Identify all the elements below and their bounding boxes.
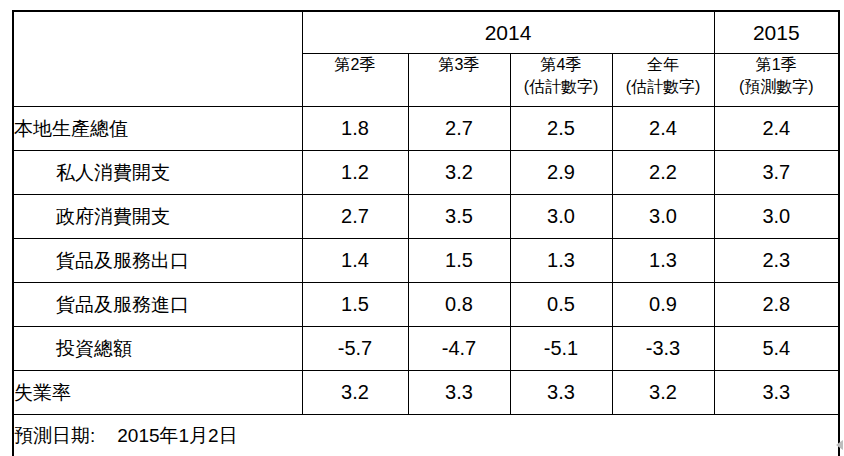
value-cell: 3.5 — [408, 195, 510, 239]
quarter-header-line1: 第3季 — [409, 54, 510, 76]
value-cell: -3.3 — [612, 327, 714, 371]
table-row-investment: 投資總額 -5.7 -4.7 -5.1 -3.3 5.4 — [13, 327, 839, 371]
table-row-government-consumption: 政府消費開支 2.7 3.5 3.0 3.0 3.0 — [13, 195, 839, 239]
quarter-header-line2: (估計數字) — [613, 76, 714, 98]
quarter-header-line1: 第2季 — [303, 54, 408, 76]
value-cell: 2.3 — [714, 239, 839, 283]
quarter-header-line1: 全年 — [613, 54, 714, 76]
value-cell: 0.9 — [612, 283, 714, 327]
value-cell: 5.4 — [714, 327, 839, 371]
quarter-header-2015-q1-forecast: 第1季 (預測數字) — [714, 54, 839, 107]
quarter-header-line1: 第4季 — [511, 54, 612, 76]
row-label: 投資總額 — [13, 327, 302, 371]
value-cell: 1.5 — [408, 239, 510, 283]
row-label: 私人消費開支 — [13, 151, 302, 195]
footer-cell: 預測日期: 2015年1月2日 — [13, 415, 839, 456]
row-label: 貨品及服務進口 — [13, 283, 302, 327]
table-row-unemployment: 失業率 3.2 3.3 3.3 3.2 3.3 — [13, 371, 839, 415]
value-cell: 1.4 — [302, 239, 408, 283]
value-cell: 2.2 — [612, 151, 714, 195]
quarter-header-2014-q4-estimate: 第4季 (估計數字) — [510, 54, 612, 107]
document-page: 2014 2015 第2季 第3季 第4季 (估計數字) 全年 — [0, 0, 844, 456]
value-cell: 2.4 — [612, 107, 714, 151]
value-cell: 1.8 — [302, 107, 408, 151]
value-cell: -4.7 — [408, 327, 510, 371]
value-cell: 3.3 — [408, 371, 510, 415]
value-cell: 2.5 — [510, 107, 612, 151]
value-cell: 0.5 — [510, 283, 612, 327]
value-cell: 3.2 — [408, 151, 510, 195]
footer-row: 預測日期: 2015年1月2日 — [13, 415, 839, 456]
quarter-header-2014-q3: 第3季 — [408, 54, 510, 107]
value-cell: 2.7 — [302, 195, 408, 239]
value-cell: 3.0 — [510, 195, 612, 239]
year-header-row: 2014 2015 — [13, 11, 839, 54]
value-cell: -5.7 — [302, 327, 408, 371]
row-label: 本地生產總值 — [13, 107, 302, 151]
value-cell: -5.1 — [510, 327, 612, 371]
quarter-header-line2: (預測數字) — [715, 76, 839, 98]
quarter-header-line1: 第1季 — [715, 54, 839, 76]
value-cell: 3.3 — [714, 371, 839, 415]
forecast-date-label: 預測日期: — [14, 425, 95, 446]
table-row-gdp: 本地生產總值 1.8 2.7 2.5 2.4 2.4 — [13, 107, 839, 151]
economic-indicators-table: 2014 2015 第2季 第3季 第4季 (估計數字) 全年 — [12, 10, 840, 456]
value-cell: 2.9 — [510, 151, 612, 195]
year-header-2015: 2015 — [714, 11, 839, 54]
table-row-imports: 貨品及服務進口 1.5 0.8 0.5 0.9 2.8 — [13, 283, 839, 327]
value-cell: 1.3 — [510, 239, 612, 283]
value-cell: 3.3 — [510, 371, 612, 415]
value-cell: 3.2 — [302, 371, 408, 415]
value-cell: 3.0 — [612, 195, 714, 239]
quarter-header-2014-fullyear-estimate: 全年 (估計數字) — [612, 54, 714, 107]
table-row-exports: 貨品及服務出口 1.4 1.5 1.3 1.3 2.3 — [13, 239, 839, 283]
row-label: 政府消費開支 — [13, 195, 302, 239]
table-row-private-consumption: 私人消費開支 1.2 3.2 2.9 2.2 3.7 — [13, 151, 839, 195]
year-header-2014: 2014 — [302, 11, 714, 54]
forecast-date-value: 2015年1月2日 — [117, 425, 237, 446]
quarter-header-line2: (估計數字) — [511, 76, 612, 98]
quarter-header-2014-q2: 第2季 — [302, 54, 408, 107]
value-cell: 2.7 — [408, 107, 510, 151]
value-cell: 3.0 — [714, 195, 839, 239]
value-cell: 1.5 — [302, 283, 408, 327]
table-corner-cell — [13, 11, 302, 107]
row-label: 失業率 — [13, 371, 302, 415]
value-cell: 3.7 — [714, 151, 839, 195]
value-cell: 2.4 — [714, 107, 839, 151]
value-cell: 2.8 — [714, 283, 839, 327]
value-cell: 0.8 — [408, 283, 510, 327]
value-cell: 1.3 — [612, 239, 714, 283]
value-cell: 1.2 — [302, 151, 408, 195]
row-label: 貨品及服務出口 — [13, 239, 302, 283]
resize-anchor-icon — [836, 440, 843, 450]
value-cell: 3.2 — [612, 371, 714, 415]
